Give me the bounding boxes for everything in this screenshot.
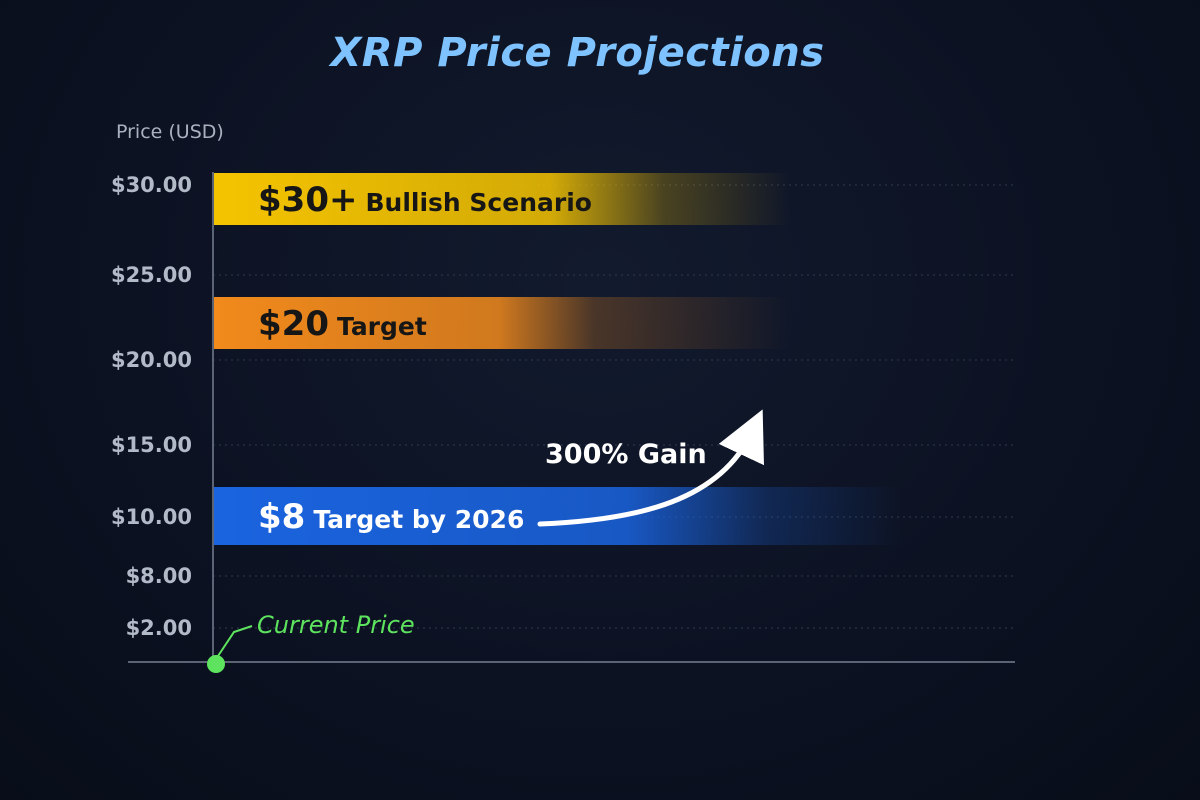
- bar-20-target: [213, 297, 791, 349]
- y-tick-label-2-00: $2.00: [126, 616, 192, 640]
- gain-annotation: 300% Gain: [545, 439, 707, 470]
- bars-layer: [213, 173, 903, 545]
- gain-arrow: [537, 409, 764, 527]
- labels-layer: $30.00 $25.00 $20.00 $15.00 $10.00 $8.00 $2.00…: [111, 173, 707, 640]
- y-tick-label-25-00: $25.00: [111, 263, 192, 287]
- y-tick-label-30-00: $30.00: [111, 173, 192, 197]
- y-tick-label-15-00: $15.00: [111, 433, 192, 457]
- bar-30-bullish-scenario: [213, 173, 791, 225]
- y-axis-label: Price (USD): [116, 121, 224, 143]
- current-price-dot: [207, 655, 225, 673]
- current-price-label: Current Price: [257, 611, 415, 639]
- grid-layer: [213, 184, 1015, 629]
- bar-8-target-by-2026: [213, 487, 903, 545]
- bar-label-30-bullish-scenario: $30+ Bullish Scenario: [258, 180, 592, 220]
- bar-label-8-target-by-2026: $8 Target by 2026: [258, 497, 524, 537]
- y-tick-label-20-00: $20.00: [111, 348, 192, 372]
- y-tick-label-10-00: $10.00: [111, 505, 192, 529]
- axis-layer: [128, 172, 1015, 663]
- bar-label-20-target: $20 Target: [258, 304, 427, 344]
- annotation-layer: [207, 409, 764, 673]
- current-price-leader: [217, 625, 253, 657]
- y-tick-label-8-00: $8.00: [126, 564, 192, 588]
- chart-title: XRP Price Projections: [330, 30, 825, 76]
